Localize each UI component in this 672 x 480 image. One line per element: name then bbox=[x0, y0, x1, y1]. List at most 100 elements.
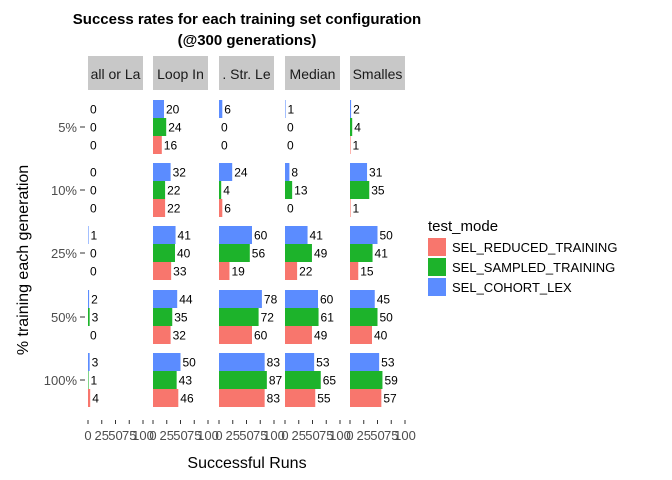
bar-value-label: 55 bbox=[317, 392, 331, 406]
x-tick-label: 25 bbox=[357, 428, 371, 443]
x-tick-label: 50 bbox=[239, 428, 253, 443]
bar bbox=[285, 262, 298, 280]
bar bbox=[153, 118, 167, 136]
bar bbox=[219, 353, 265, 371]
facet-strip bbox=[285, 56, 340, 90]
legend-swatch bbox=[428, 258, 446, 276]
bar-value-label: 35 bbox=[371, 184, 385, 198]
bar-value-label: 0 bbox=[287, 121, 294, 135]
bar bbox=[153, 181, 166, 199]
bar bbox=[350, 199, 351, 217]
x-tick-label: 50 bbox=[370, 428, 384, 443]
x-tick-label: 75 bbox=[253, 428, 267, 443]
x-tick-label: 25 bbox=[160, 428, 174, 443]
bar bbox=[350, 326, 372, 344]
bar bbox=[350, 389, 382, 407]
bar-value-label: 33 bbox=[173, 265, 187, 279]
x-tick-label: 0 bbox=[149, 428, 156, 443]
bar bbox=[285, 290, 318, 308]
bar bbox=[350, 262, 359, 280]
bar-value-label: 60 bbox=[254, 229, 268, 243]
bar-value-label: 0 bbox=[90, 329, 97, 343]
bar-value-label: 4 bbox=[223, 184, 230, 198]
bar-value-label: 40 bbox=[374, 329, 388, 343]
bar-value-label: 61 bbox=[321, 311, 335, 325]
bar-value-label: 57 bbox=[383, 392, 397, 406]
bar-value-label: 0 bbox=[287, 202, 294, 216]
bar bbox=[153, 326, 171, 344]
bar bbox=[219, 326, 252, 344]
bar bbox=[285, 353, 315, 371]
y-axis-title: % training each generation bbox=[15, 165, 32, 355]
bar-value-label: 32 bbox=[173, 166, 187, 180]
bar bbox=[285, 389, 316, 407]
bar bbox=[350, 290, 375, 308]
facet-strip bbox=[350, 56, 405, 90]
y-tick-label: 50% bbox=[51, 310, 77, 325]
x-tick-label: 75 bbox=[122, 428, 136, 443]
x-tick-label: 25 bbox=[95, 428, 109, 443]
bar bbox=[219, 308, 259, 326]
bar bbox=[153, 226, 176, 244]
bar-value-label: 15 bbox=[360, 265, 374, 279]
bar-value-label: 83 bbox=[267, 392, 281, 406]
bar bbox=[350, 136, 351, 154]
legend: test_mode SEL_REDUCED_TRAINING SEL_SAMPLE… bbox=[428, 218, 617, 296]
x-tick-label: 100 bbox=[132, 428, 154, 443]
bar-value-label: 4 bbox=[354, 121, 361, 135]
bar bbox=[153, 199, 166, 217]
bar-value-label: 60 bbox=[320, 293, 334, 307]
bar bbox=[285, 371, 321, 389]
facet-strip bbox=[219, 56, 274, 90]
bar-value-label: 83 bbox=[267, 356, 281, 370]
bar bbox=[285, 244, 312, 262]
bar-value-label: 4 bbox=[92, 392, 99, 406]
bar-value-label: 41 bbox=[178, 229, 192, 243]
bar-value-label: 20 bbox=[166, 103, 180, 117]
bar-value-label: 8 bbox=[291, 166, 298, 180]
bar bbox=[219, 181, 222, 199]
bar-value-label: 19 bbox=[231, 265, 245, 279]
x-tick-label: 0 bbox=[215, 428, 222, 443]
bar bbox=[219, 290, 262, 308]
bar-value-label: 40 bbox=[177, 247, 191, 261]
bar-value-label: 0 bbox=[90, 247, 97, 261]
bar bbox=[153, 100, 164, 118]
bar-value-label: 0 bbox=[90, 202, 97, 216]
bar bbox=[153, 389, 179, 407]
y-tick-label: 100% bbox=[44, 373, 78, 388]
bar-value-label: 59 bbox=[384, 374, 398, 388]
bar bbox=[219, 199, 223, 217]
x-tick-label: 0 bbox=[84, 428, 91, 443]
x-tick-label: 75 bbox=[384, 428, 398, 443]
bar bbox=[88, 371, 89, 389]
bar-value-label: 1 bbox=[288, 103, 295, 117]
bar bbox=[219, 244, 250, 262]
bar-value-label: 0 bbox=[90, 139, 97, 153]
bar bbox=[88, 226, 89, 244]
x-tick-label: 100 bbox=[197, 428, 219, 443]
bar-value-label: 16 bbox=[164, 139, 178, 153]
x-tick-label: 50 bbox=[173, 428, 187, 443]
bar bbox=[153, 308, 173, 326]
bar-value-label: 72 bbox=[261, 311, 275, 325]
facet-label: . Str. Le bbox=[222, 66, 270, 82]
y-tick-label: 10% bbox=[51, 183, 77, 198]
bar bbox=[350, 353, 380, 371]
bar-value-label: 50 bbox=[380, 311, 394, 325]
bar bbox=[88, 308, 90, 326]
bar-value-label: 0 bbox=[90, 121, 97, 135]
bar-value-label: 41 bbox=[310, 229, 324, 243]
bar bbox=[219, 371, 267, 389]
bar bbox=[219, 163, 233, 181]
x-axis-title: Successful Runs bbox=[187, 455, 306, 472]
bar-value-label: 0 bbox=[90, 103, 97, 117]
bar bbox=[153, 163, 171, 181]
bar bbox=[285, 181, 293, 199]
bar bbox=[350, 308, 378, 326]
bar-value-label: 6 bbox=[224, 103, 231, 117]
bar bbox=[219, 100, 223, 118]
facet-label: Smalles bbox=[353, 66, 403, 82]
